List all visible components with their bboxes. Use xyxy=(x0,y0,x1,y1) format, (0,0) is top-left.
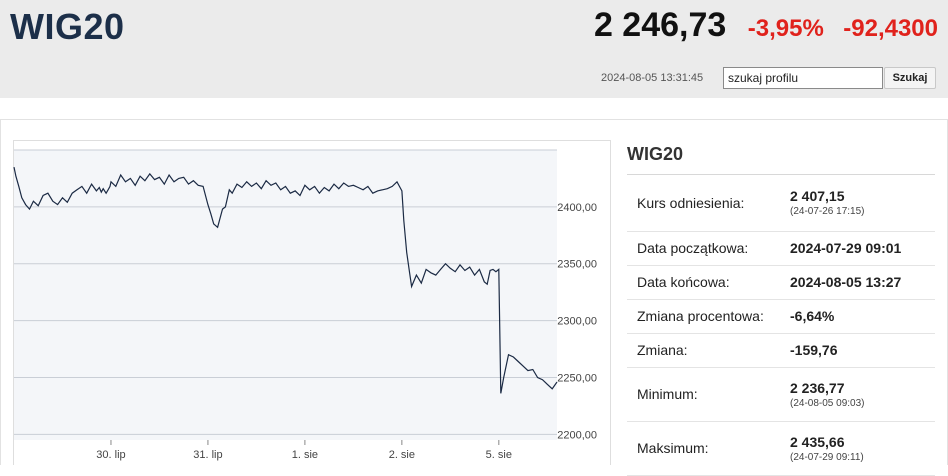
quote-timestamp: 2024-08-05 13:31:45 xyxy=(601,72,704,84)
change-percent: -3,95% xyxy=(747,15,824,42)
row-label: Zmiana: xyxy=(627,333,790,368)
info-panel: WIG20 Kurs odniesienia: 2 407,15 (24-07-2… xyxy=(627,140,935,476)
price-chart: 2400,00 2350,00 2300,00 2250,00 2200,00 30. … xyxy=(13,149,597,461)
row-subvalue: (24-07-26 17:15) xyxy=(790,206,865,218)
row-value: 2 236,77 (24-08-05 09:03) xyxy=(790,367,935,422)
y-tick-label: 2200,00 xyxy=(557,429,597,441)
table-row: Minimum: 2 236,77 (24-08-05 09:03) xyxy=(627,367,935,422)
row-label: Maksimum: xyxy=(627,421,790,476)
table-row: Zmiana procentowa: -6,64% xyxy=(627,299,935,334)
row-label: Zmiana procentowa: xyxy=(627,299,790,334)
profile-search-input[interactable] xyxy=(723,67,883,89)
table-row: Zmiana: -159,76 xyxy=(627,333,935,368)
y-tick-label: 2400,00 xyxy=(557,202,597,214)
header-bar: WIG20 2 246,73 -3,95% -92,4300 2024-08-0… xyxy=(0,0,948,98)
y-tick-label: 2250,00 xyxy=(557,372,597,384)
ticker-name: WIG20 xyxy=(10,6,125,47)
search-button[interactable]: Szukaj xyxy=(884,67,936,89)
x-tick-label: 5. sie xyxy=(486,449,512,461)
row-label: Kurs odniesienia: xyxy=(627,175,790,232)
y-tick-label: 2300,00 xyxy=(557,316,597,328)
row-label: Minimum: xyxy=(627,367,790,422)
row-value: 2 435,66 (24-07-29 09:11) xyxy=(790,421,935,476)
table-row: Maksimum: 2 435,66 (24-07-29 09:11) xyxy=(627,421,935,476)
row-value: 2024-08-05 13:27 xyxy=(790,265,935,300)
current-price: 2 246,73 xyxy=(593,6,727,44)
row-subvalue: (24-07-29 09:11) xyxy=(790,451,864,463)
table-row: Data początkowa: 2024-07-29 09:01 xyxy=(627,231,935,266)
change-absolute: -92,4300 xyxy=(843,15,938,42)
x-tick-label: 2. sie xyxy=(389,449,415,461)
info-title: WIG20 xyxy=(627,140,935,175)
row-value: 2024-07-29 09:01 xyxy=(790,231,935,266)
row-value: 2 407,15 (24-07-26 17:15) xyxy=(790,175,935,232)
row-label: Data końcowa: xyxy=(627,265,790,300)
row-subvalue: (24-08-05 09:03) xyxy=(790,397,865,409)
row-value: -6,64% xyxy=(790,299,935,334)
y-tick-label: 2350,00 xyxy=(557,259,597,271)
x-tick-label: 30. lip xyxy=(96,449,125,461)
price-line xyxy=(13,166,558,394)
quote: 2 246,73 -3,95% -92,4300 xyxy=(594,6,938,45)
row-label: Data początkowa: xyxy=(627,231,790,266)
row-value: -159,76 xyxy=(790,333,935,368)
x-tick-label: 31. lip xyxy=(193,449,222,461)
x-tick-label: 1. sie xyxy=(292,449,318,461)
plot-area xyxy=(14,150,557,440)
table-row: Data końcowa: 2024-08-05 13:27 xyxy=(627,265,935,300)
stats-table: Kurs odniesienia: 2 407,15 (24-07-26 17:1… xyxy=(627,175,935,476)
table-row: Kurs odniesienia: 2 407,15 (24-07-26 17:1… xyxy=(627,175,935,232)
